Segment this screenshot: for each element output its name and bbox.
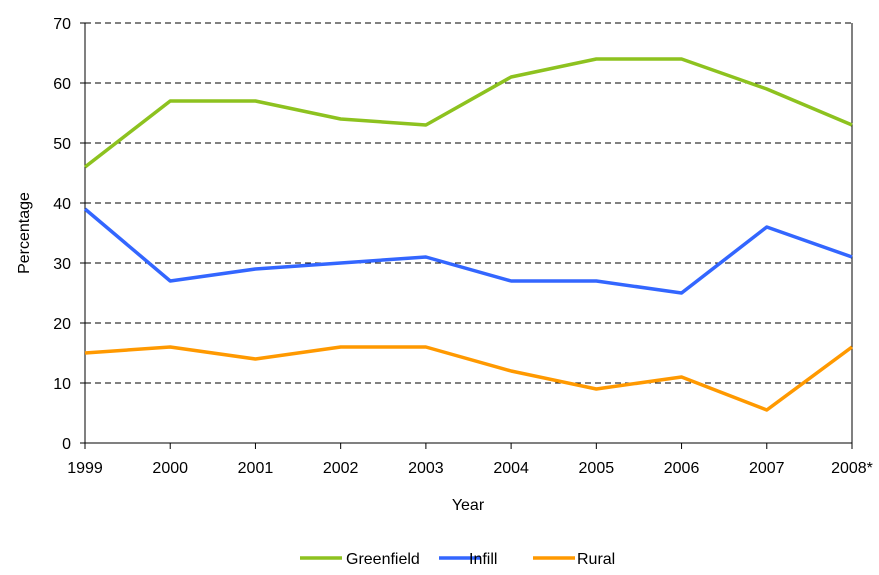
x-tick-label: 2003 — [408, 460, 444, 477]
y-tick-label: 0 — [62, 436, 71, 453]
x-tick-label: 2001 — [238, 460, 274, 477]
series-lines — [83, 57, 854, 412]
axes — [84, 23, 853, 444]
x-tick-label: 2008* — [831, 460, 873, 477]
x-tick-label: 2005 — [579, 460, 615, 477]
series-line-greenfield — [83, 57, 853, 169]
y-tick-label: 70 — [53, 16, 71, 33]
y-axis-title: Percentage — [16, 192, 33, 274]
y-ticks: 0 10 20 30 40 50 60 70 — [53, 16, 85, 453]
series-line-infill — [83, 207, 853, 295]
legend: Greenfield Infill Rural — [300, 551, 615, 568]
legend-label-greenfield: Greenfield — [346, 551, 420, 568]
y-tick-label: 30 — [53, 256, 71, 273]
series-line-rural — [84, 345, 854, 412]
x-ticks: 1999 2000 2001 2002 2003 2004 2005 2006 2007 2008… — [67, 443, 873, 477]
legend-label-rural: Rural — [577, 551, 615, 568]
legend-label-infill: Infill — [469, 551, 497, 568]
x-tick-label: 2006 — [664, 460, 700, 477]
y-tick-label: 20 — [53, 316, 71, 333]
y-tick-label: 40 — [53, 196, 71, 213]
x-tick-label: 2002 — [323, 460, 359, 477]
x-tick-label: 2004 — [493, 460, 529, 477]
x-tick-label: 2007 — [749, 460, 785, 477]
x-tick-label: 2000 — [152, 460, 188, 477]
x-tick-label: 1999 — [67, 460, 103, 477]
y-tick-label: 10 — [53, 376, 71, 393]
y-tick-label: 60 — [53, 76, 71, 93]
y-tick-label: 50 — [53, 136, 71, 153]
gridlines — [85, 22, 852, 384]
x-axis-title: Year — [452, 497, 485, 514]
